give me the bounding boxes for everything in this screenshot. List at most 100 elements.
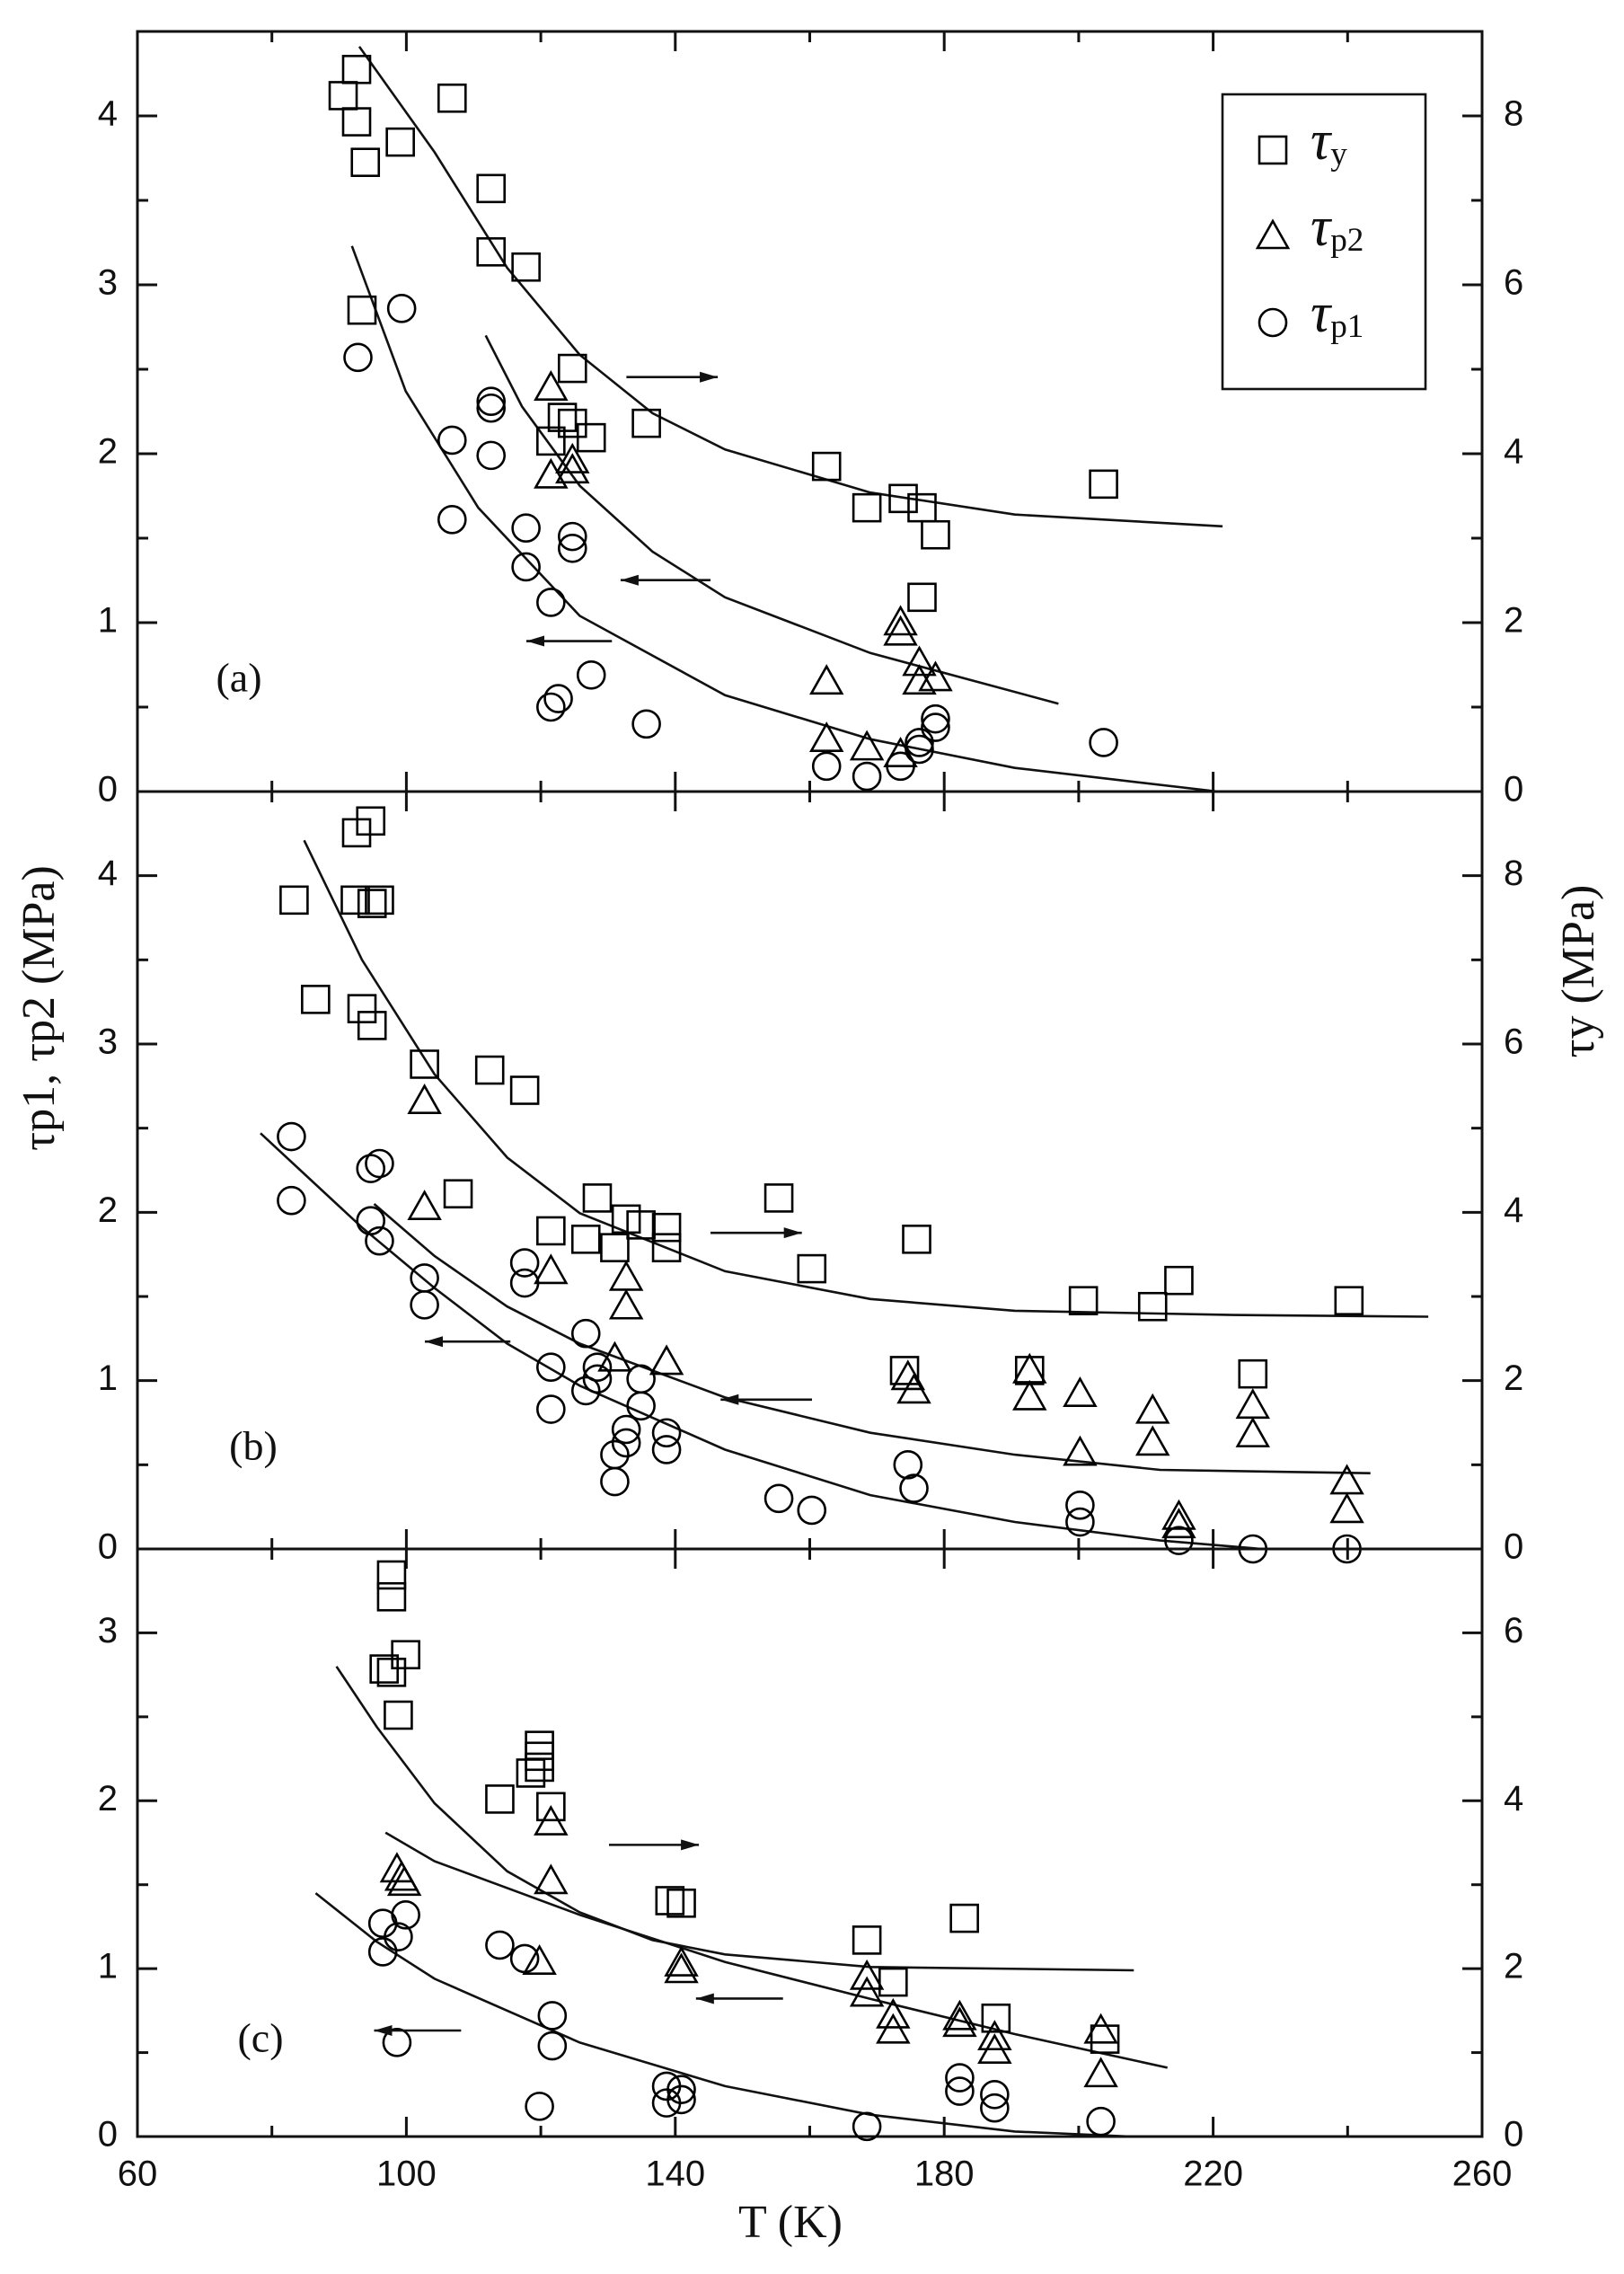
panel: 0 1 2 3 4 0 2 4 6 8 (a) τy τp2 τp1 [98, 30, 1523, 810]
square-marker [485, 1784, 515, 1814]
circle-marker [384, 1922, 413, 1951]
triangle-marker [942, 1999, 977, 2031]
triangle-marker [534, 1253, 569, 1285]
triangle-marker [1063, 1376, 1098, 1407]
circle-marker [797, 1495, 827, 1526]
square-marker [878, 1967, 908, 1997]
circle-marker [525, 2092, 554, 2121]
triangle-marker [1329, 1492, 1364, 1524]
square-marker [651, 1233, 682, 1262]
panel-label: (a) [216, 655, 261, 701]
square-marker [902, 1225, 931, 1254]
circle-marker [391, 1900, 420, 1930]
square-marker [347, 994, 377, 1023]
circle-marker [485, 1930, 515, 1960]
triangle-marker [534, 457, 569, 489]
x-tick-label: 60 [118, 2155, 158, 2194]
square-marker [474, 1055, 505, 1085]
square-marker [356, 806, 386, 836]
circle-marker [365, 1148, 394, 1179]
panel-label: (b) [229, 1423, 278, 1469]
circle-marker [921, 712, 950, 742]
triangle-marker [407, 1084, 442, 1114]
y2-tick-label: 6 [1504, 263, 1523, 303]
y-tick-label: 2 [98, 432, 118, 472]
circle-marker [811, 751, 842, 782]
triangle-marker [808, 721, 844, 753]
circle-marker [945, 2076, 975, 2106]
square-marker [476, 173, 507, 204]
triangle-marker [1161, 1499, 1196, 1530]
square-marker [376, 1581, 407, 1612]
circle-marker [356, 1206, 386, 1235]
y2-tick-label: 6 [1504, 1022, 1523, 1062]
circle-marker [651, 1435, 682, 1464]
square-marker [347, 295, 377, 325]
circle-marker [343, 342, 373, 373]
circle-marker [277, 1185, 306, 1216]
circle-marker [509, 1943, 540, 1974]
square-marker [341, 54, 372, 84]
circle-marker [570, 1318, 601, 1349]
square-marker [1090, 2024, 1120, 2054]
y2-tick-label: 2 [1504, 1947, 1523, 1986]
circle-marker [893, 1450, 923, 1480]
triangle-marker [876, 1997, 911, 2029]
triangle-marker [1083, 2057, 1118, 2088]
circle-marker [437, 425, 467, 456]
square-marker [626, 1210, 656, 1240]
y2-tick-label: 0 [1504, 770, 1523, 810]
y-tick-label: 3 [98, 1022, 118, 1062]
square-marker [328, 81, 358, 111]
x-tick-label: 220 [1183, 2155, 1243, 2194]
circle-marker [476, 386, 507, 417]
circle-marker [626, 1364, 656, 1394]
circle-marker [905, 734, 934, 765]
circle-marker [763, 1483, 794, 1514]
x-tick-label: 100 [376, 2155, 437, 2194]
triangle-marker [1135, 1393, 1170, 1424]
square-marker [385, 127, 415, 157]
triangle-marker [1012, 1352, 1047, 1384]
fit-curve [314, 1892, 1132, 2138]
triangle-marker [1329, 1464, 1364, 1495]
y2-tick-label: 0 [1504, 1527, 1523, 1567]
square-marker [365, 885, 394, 916]
circle-marker [852, 761, 882, 792]
y-tick-label: 2 [98, 1779, 118, 1818]
circle-marker [277, 1121, 306, 1152]
triangle-marker [386, 1865, 422, 1897]
triangle-marker [534, 1863, 569, 1895]
triangle-marker [534, 1804, 569, 1836]
circle-marker [611, 1414, 641, 1445]
circle-marker [576, 659, 606, 690]
circle-marker [365, 1225, 394, 1256]
y-tick-label: 0 [98, 2115, 118, 2155]
x-tick-label: 140 [645, 2155, 705, 2194]
circle-marker [509, 1248, 540, 1278]
y-axis-label: τp1, τp2 (MPa) [13, 865, 65, 1151]
circle-marker [509, 1268, 540, 1298]
circle-marker [356, 1154, 386, 1183]
square-marker [350, 147, 381, 177]
square-marker [1164, 1265, 1194, 1296]
y2-axis-label: τy (MPa) [1553, 885, 1604, 1058]
y2-tick-label: 2 [1504, 1358, 1523, 1398]
circle-marker [437, 505, 467, 535]
circle-marker [537, 2031, 568, 2061]
circle-marker [367, 1937, 398, 1967]
square-marker [611, 1204, 641, 1234]
circle-marker [980, 2093, 1010, 2123]
circle-marker [651, 1418, 682, 1448]
square-marker [852, 492, 882, 523]
square-marker [582, 1183, 613, 1213]
triangle-marker [555, 442, 590, 473]
circle-marker [626, 1391, 656, 1421]
square-marker [341, 107, 372, 137]
circle-marker [557, 533, 587, 563]
legend-label: τy [1311, 111, 1347, 172]
circle-marker [1089, 728, 1118, 757]
y-tick-label: 0 [98, 1527, 118, 1567]
circle-marker [899, 1473, 929, 1503]
